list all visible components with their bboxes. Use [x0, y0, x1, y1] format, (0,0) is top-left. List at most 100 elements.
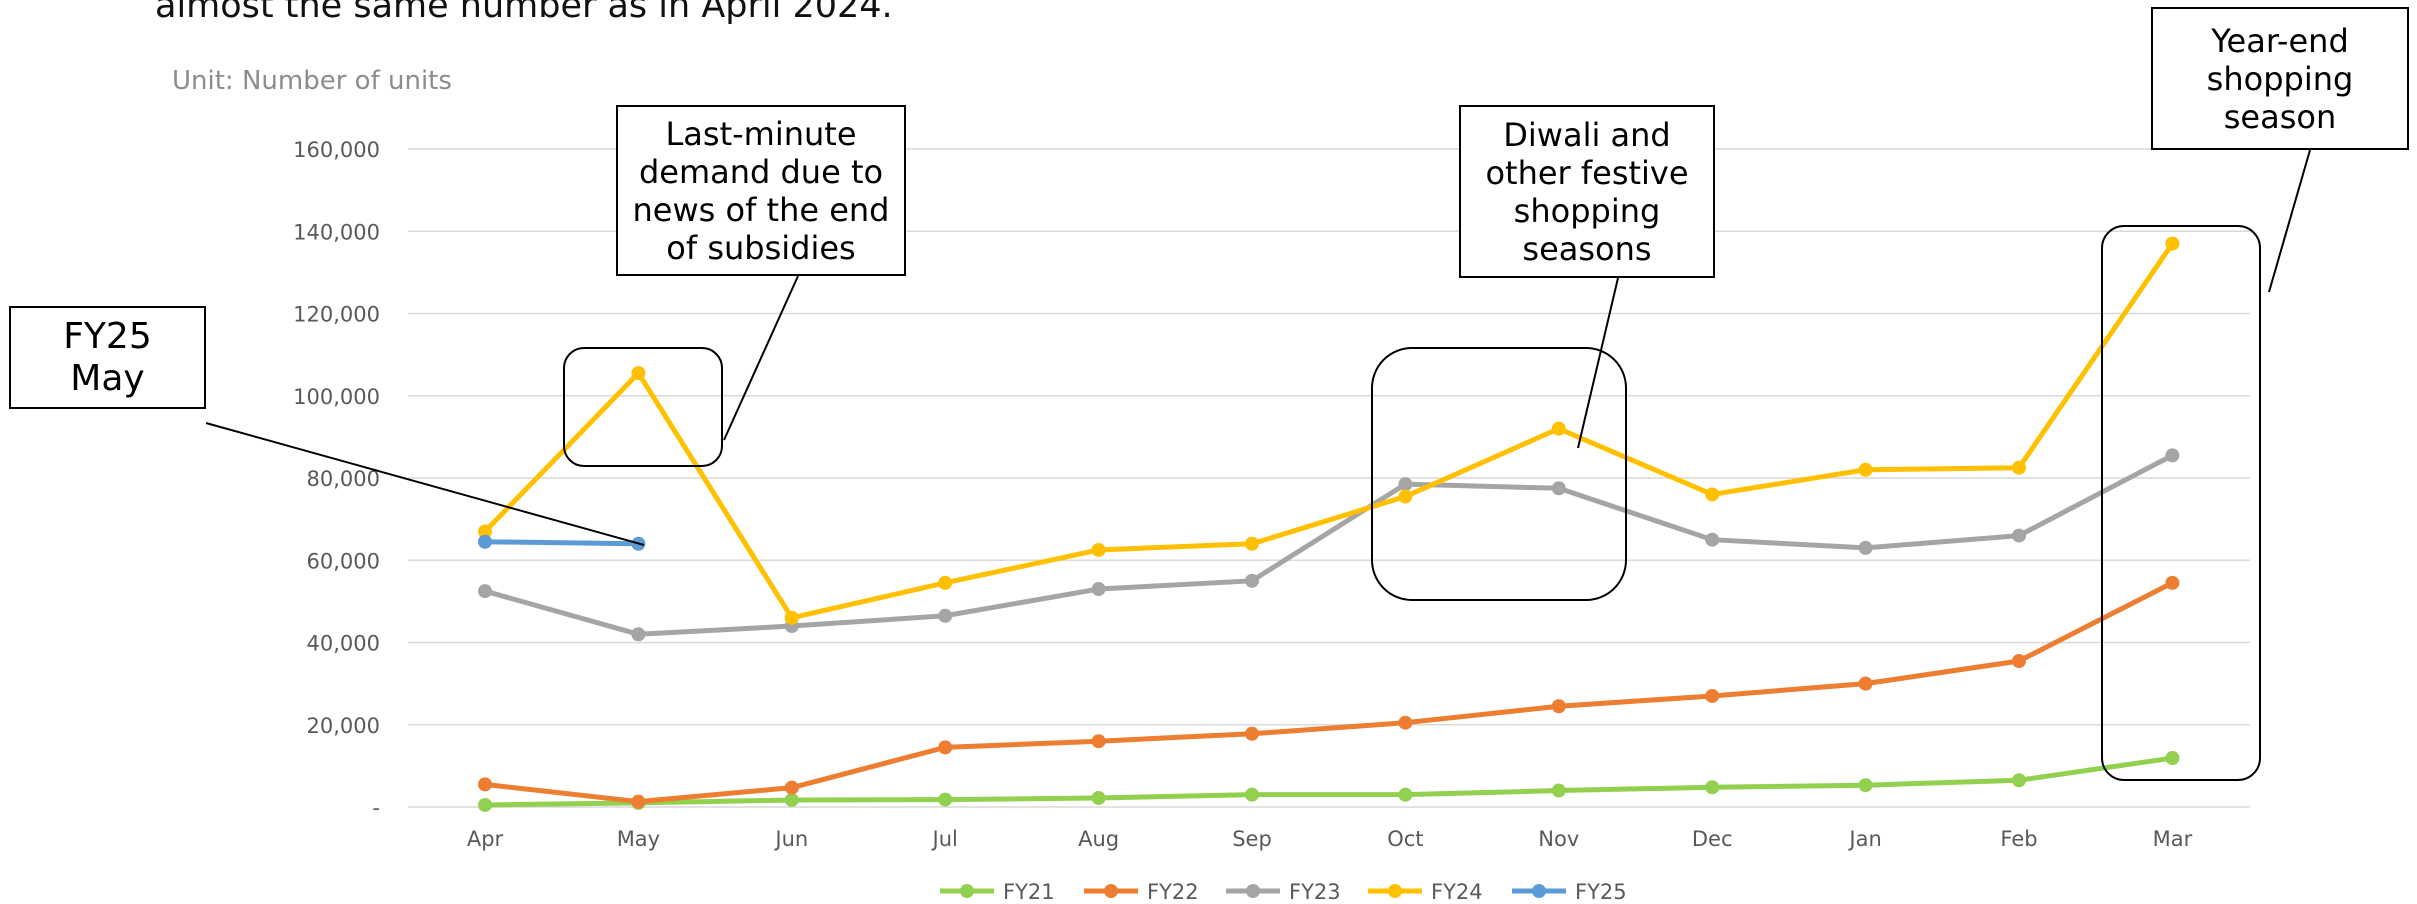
data-point [1245, 787, 1259, 802]
y-tick-label: 60,000 [307, 549, 380, 573]
y-tick-label: 120,000 [293, 303, 380, 327]
data-point [2165, 751, 2180, 766]
x-tick-label: Dec [1692, 827, 1733, 851]
data-point [2012, 773, 2026, 788]
data-point [1398, 477, 1413, 492]
data-point [631, 627, 646, 642]
data-point [478, 777, 492, 792]
legend-label: FY24 [1431, 880, 1483, 904]
data-point [938, 792, 953, 807]
connector-last-minute [723, 275, 799, 441]
x-axis-tick-labels: Apr May Jun Jul Aug Sep Oct Nov Dec Jan Feb Mar [467, 827, 2193, 851]
data-point [938, 740, 953, 755]
series-line-fy25 [482, 539, 641, 547]
connector-fy25-may [205, 422, 645, 546]
legend-label: FY22 [1147, 880, 1199, 904]
callout-last-minute-demand: Last-minute demand due to news of the en… [616, 105, 906, 276]
data-point [1091, 734, 1106, 749]
series-fy25 [478, 534, 646, 551]
data-point [478, 524, 492, 539]
data-point [938, 575, 953, 590]
y-tick-label: 100,000 [293, 385, 380, 409]
data-point [1705, 688, 1720, 703]
data-point [2165, 236, 2180, 251]
data-point [1551, 783, 1566, 798]
data-point [1398, 715, 1413, 730]
y-axis-tick-labels: - 20,000 40,000 60,000 80,000 100,000 120,000 1… [293, 138, 380, 820]
series-line-fy21 [482, 755, 2175, 808]
legend-swatch-marker [1532, 884, 1546, 898]
x-tick-label: Apr [467, 827, 504, 851]
data-point [478, 534, 492, 549]
highlight-boxes [563, 225, 2261, 781]
legend-swatch-marker [1246, 884, 1260, 898]
legend-label: FY21 [1003, 880, 1055, 904]
legend-swatch-marker [1104, 884, 1118, 898]
callout-diwali: Diwali and other festive shopping season… [1459, 105, 1715, 278]
data-point [1091, 790, 1106, 805]
y-tick-label: 80,000 [307, 467, 380, 491]
data-point [1858, 676, 1873, 691]
series-line-fy24 [482, 241, 2175, 621]
data-point [784, 793, 799, 808]
connector-year-end [2268, 149, 2311, 293]
data-point [1705, 780, 1720, 795]
callout-fy25-may: FY25 May [9, 306, 206, 409]
callout-year-end: Year-end shopping season [2151, 7, 2409, 150]
data-point [1398, 489, 1413, 504]
series-layer [478, 236, 2180, 812]
x-tick-label: Jun [773, 827, 808, 851]
data-point [784, 780, 799, 795]
data-point [1551, 421, 1566, 436]
series-line-fy23 [482, 452, 2175, 637]
data-point [2165, 575, 2180, 590]
unit-label: Unit: Number of units [172, 66, 452, 96]
data-point [1398, 787, 1413, 802]
y-tick-label: 160,000 [293, 138, 380, 162]
x-tick-label: Feb [2000, 827, 2037, 851]
highlight-box-may [563, 347, 723, 467]
x-tick-label: Jan [1847, 827, 1881, 851]
data-point [1705, 532, 1720, 547]
data-point [938, 608, 953, 623]
x-tick-label: Nov [1538, 827, 1579, 851]
data-point [1858, 540, 1873, 555]
y-tick-label: 40,000 [307, 632, 380, 656]
data-point [2012, 654, 2026, 669]
data-point [1245, 573, 1259, 588]
y-tick-label: 140,000 [293, 220, 380, 244]
data-point [1858, 462, 1873, 477]
data-point [2012, 460, 2026, 475]
data-point [631, 366, 646, 381]
highlight-box-mar [2101, 225, 2261, 781]
series-fy24 [478, 236, 2180, 625]
data-point [1705, 487, 1720, 502]
data-point [1091, 582, 1106, 597]
x-tick-label: Oct [1387, 827, 1423, 851]
data-point [2012, 528, 2026, 543]
header-text: almost the same number as in April 2024. [155, 0, 893, 26]
highlight-box-oct-nov [1371, 347, 1627, 601]
data-point [478, 797, 492, 812]
data-point [1551, 699, 1566, 714]
legend-label: FY25 [1575, 880, 1627, 904]
series-fy22 [478, 575, 2180, 809]
x-tick-label: Sep [1232, 827, 1272, 851]
legend-swatch-marker [1388, 884, 1402, 898]
series-fy21 [478, 751, 2180, 812]
y-tick-label: 20,000 [307, 714, 380, 738]
data-point [1858, 778, 1873, 793]
legend-swatch-marker [960, 884, 974, 898]
data-point [2165, 448, 2180, 463]
callout-connectors [205, 149, 2311, 546]
x-tick-label: May [617, 827, 660, 851]
data-point [631, 794, 646, 809]
legend: FY21 FY22 FY23 FY24 FY25 [940, 880, 1627, 904]
y-tick-label: - [372, 796, 380, 820]
data-point [784, 610, 799, 625]
x-tick-label: Aug [1078, 827, 1119, 851]
data-point [1245, 726, 1259, 741]
grid-lines [408, 148, 2250, 808]
data-point [478, 584, 492, 599]
